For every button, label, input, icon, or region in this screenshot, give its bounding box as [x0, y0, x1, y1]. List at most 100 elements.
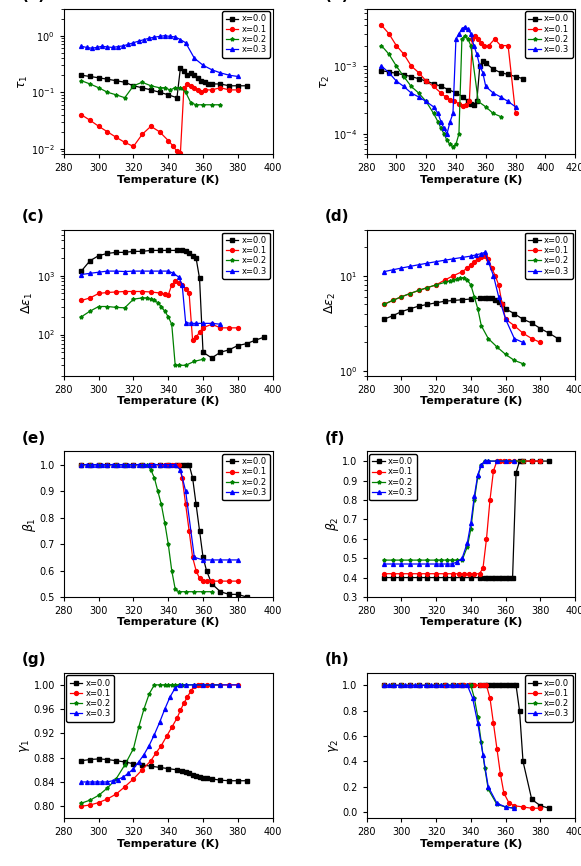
- x=0.0: [234, 776, 241, 786]
- x=0.3: [177, 680, 184, 690]
- x=0.0: [505, 572, 512, 583]
- x=0.0: [393, 68, 400, 79]
- x=0.0: [512, 680, 519, 690]
- x=0.0: [148, 245, 155, 255]
- x=0.3: [151, 460, 158, 470]
- x=0.1: [537, 456, 544, 466]
- x=0.3: [104, 42, 111, 52]
- x=0.2: [113, 773, 120, 784]
- x=0.1: [398, 568, 405, 578]
- x=0.0: [464, 96, 471, 107]
- x=0.1: [495, 280, 502, 290]
- x=0.3: [502, 802, 509, 812]
- x=0.2: [398, 680, 405, 690]
- x=0.3: [453, 680, 460, 690]
- x=0.1: [113, 789, 120, 799]
- x=0.0: [186, 249, 193, 259]
- x=0.0: [243, 591, 250, 602]
- x=0.1: [415, 568, 422, 578]
- x=0.3: [120, 41, 127, 51]
- x=0.0: [430, 79, 437, 89]
- x=0.1: [234, 323, 241, 333]
- x=0.0: [467, 572, 474, 583]
- x=0.2: [511, 456, 518, 466]
- x=0.2: [151, 680, 158, 690]
- x=0.3: [199, 318, 206, 328]
- x=0.3: [217, 68, 224, 78]
- x=0.2: [467, 41, 474, 51]
- x=0.3: [135, 757, 142, 767]
- x=0.2: [168, 680, 175, 690]
- x=0.1: [505, 41, 512, 51]
- x=0.3: [435, 108, 442, 119]
- x=0.3: [78, 777, 85, 787]
- x=0.3: [497, 92, 504, 102]
- x=0.3: [175, 272, 182, 282]
- x=0.1: [177, 705, 184, 715]
- Legend: x=0.0, x=0.1, x=0.2, x=0.3: x=0.0, x=0.1, x=0.2, x=0.3: [223, 11, 270, 57]
- x=0.1: [191, 681, 198, 691]
- x=0.3: [440, 123, 447, 133]
- x=0.2: [424, 282, 431, 293]
- x=0.0: [519, 756, 526, 766]
- x=0.1: [393, 41, 400, 51]
- x=0.1: [471, 680, 478, 690]
- x=0.1: [162, 288, 168, 299]
- x=0.0: [492, 680, 498, 690]
- x=0.3: [512, 101, 519, 112]
- x=0.3: [94, 42, 101, 53]
- x=0.1: [381, 680, 388, 690]
- x=0.0: [260, 332, 267, 342]
- x=0.3: [456, 29, 462, 39]
- x=0.0: [381, 572, 388, 583]
- x=0.3: [99, 777, 106, 787]
- x=0.1: [378, 20, 385, 30]
- x=0.1: [415, 285, 422, 295]
- x=0.3: [401, 680, 408, 690]
- x=0.0: [243, 81, 250, 91]
- x=0.1: [198, 680, 205, 690]
- x=0.1: [485, 254, 492, 264]
- Text: (h): (h): [325, 652, 349, 667]
- x=0.3: [391, 680, 398, 690]
- x=0.1: [165, 290, 172, 301]
- x=0.1: [450, 568, 457, 578]
- X-axis label: Temperature (K): Temperature (K): [117, 175, 220, 184]
- x=0.1: [442, 92, 449, 102]
- x=0.1: [168, 460, 175, 470]
- x=0.0: [217, 586, 224, 597]
- x=0.3: [182, 37, 189, 48]
- x=0.0: [113, 755, 120, 766]
- x=0.0: [148, 85, 155, 95]
- x=0.3: [156, 717, 163, 727]
- x=0.2: [179, 680, 186, 690]
- x=0.2: [407, 555, 414, 565]
- x=0.2: [130, 460, 137, 470]
- x=0.0: [389, 680, 396, 690]
- x=0.2: [162, 306, 168, 316]
- x=0.3: [114, 42, 121, 52]
- x=0.0: [385, 67, 392, 77]
- x=0.0: [437, 81, 444, 92]
- x=0.1: [179, 280, 186, 290]
- Line: x=0.2: x=0.2: [379, 34, 503, 148]
- x=0.0: [497, 68, 504, 78]
- x=0.3: [191, 680, 198, 690]
- x=0.3: [478, 460, 485, 470]
- x=0.2: [415, 555, 422, 565]
- x=0.1: [203, 576, 210, 586]
- x=0.3: [381, 559, 388, 569]
- x=0.0: [174, 245, 181, 255]
- x=0.1: [194, 680, 201, 690]
- x=0.3: [167, 460, 174, 470]
- x=0.1: [460, 568, 467, 578]
- x=0.0: [208, 79, 215, 89]
- x=0.1: [217, 323, 224, 333]
- x=0.0: [408, 71, 415, 81]
- x=0.0: [415, 680, 422, 690]
- x=0.0: [481, 680, 488, 690]
- x=0.0: [485, 572, 492, 583]
- x=0.2: [433, 555, 440, 565]
- x=0.0: [467, 294, 474, 304]
- x=0.2: [478, 737, 485, 747]
